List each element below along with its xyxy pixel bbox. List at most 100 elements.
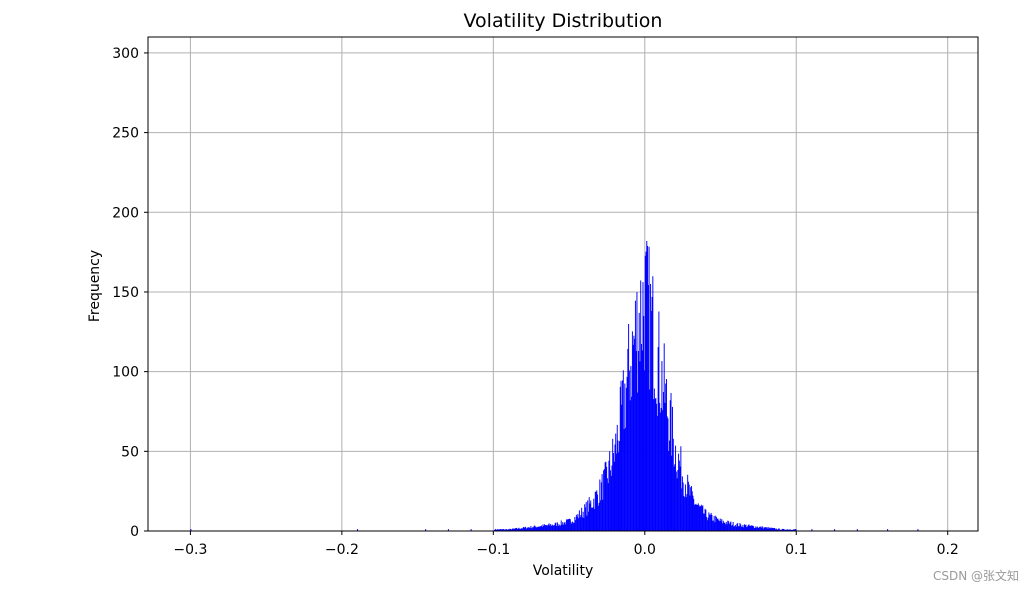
histogram-bar <box>612 453 614 531</box>
histogram-bar <box>597 505 599 531</box>
histogram-bar <box>638 312 640 531</box>
histogram-bar <box>544 525 546 531</box>
histogram-bar <box>646 240 648 531</box>
histogram-bar <box>557 525 559 531</box>
histogram-bar <box>650 310 652 531</box>
histogram-bar <box>500 529 502 531</box>
histogram-bar <box>718 520 720 531</box>
histogram-bar <box>772 527 773 531</box>
histogram-bar <box>661 361 663 531</box>
histogram-bar <box>615 433 617 531</box>
histogram-bar <box>530 525 532 531</box>
histogram-bar <box>691 491 693 531</box>
histogram-bar <box>536 526 538 531</box>
histogram-bar <box>625 387 627 531</box>
histogram-bar <box>541 526 543 531</box>
histogram-bar <box>540 525 542 531</box>
histogram-bar <box>566 519 568 531</box>
histogram-bar <box>635 350 637 531</box>
histogram-bar <box>528 527 530 531</box>
histogram-bar <box>611 465 613 531</box>
histogram-bar <box>603 470 605 531</box>
histogram-bar <box>544 524 546 531</box>
histogram-bar <box>776 529 778 531</box>
histogram-bar <box>621 404 623 531</box>
histogram-bar <box>685 497 687 531</box>
histogram-bar <box>600 500 602 531</box>
histogram-bar <box>752 525 754 531</box>
histogram-bar <box>727 520 729 531</box>
histogram-bar <box>788 529 790 531</box>
histogram-bar <box>541 525 542 531</box>
histogram-bar <box>447 529 449 531</box>
histogram-bar <box>580 515 582 531</box>
histogram-bar <box>519 528 521 531</box>
histogram-bar <box>545 524 547 531</box>
histogram-bar <box>632 344 634 531</box>
histogram-bar <box>673 466 675 531</box>
y-tick-label: 200 <box>112 205 139 221</box>
histogram-bar <box>516 528 518 531</box>
histogram-bar <box>620 380 622 531</box>
histogram-bar <box>692 495 694 531</box>
histogram-bar <box>509 528 511 531</box>
histogram-bar <box>514 528 516 531</box>
histogram-bar <box>637 392 639 531</box>
histogram-bar <box>494 529 496 531</box>
histogram-bar <box>507 529 509 531</box>
histogram-bar <box>616 424 618 531</box>
histogram-bar <box>516 527 518 531</box>
histogram-bar <box>559 525 561 531</box>
histogram-bar <box>671 455 673 531</box>
histogram-bar <box>498 529 500 531</box>
chart-title: Volatility Distribution <box>464 10 663 32</box>
x-tick-label: −0.1 <box>476 542 510 558</box>
histogram-bar <box>618 452 620 531</box>
histogram-bar <box>762 528 764 531</box>
histogram-bar <box>782 528 784 531</box>
histogram-bar <box>563 524 564 531</box>
histogram-bar <box>578 518 580 531</box>
histogram-bar <box>740 524 742 531</box>
histogram-bar <box>700 506 702 531</box>
histogram-bar <box>509 528 511 531</box>
histogram-bar <box>679 466 681 531</box>
histogram-bar <box>780 529 782 531</box>
histogram-bar <box>787 529 789 531</box>
histogram-bar <box>658 311 660 531</box>
histogram-bar <box>684 484 686 531</box>
histogram-bar <box>664 402 666 531</box>
histogram-bar <box>502 529 504 531</box>
histogram-bar <box>747 525 749 531</box>
histogram-bar <box>754 528 756 531</box>
histogram-bar <box>759 526 761 531</box>
histogram-bar <box>575 514 577 531</box>
histogram-bar <box>511 529 513 531</box>
histogram-bar <box>665 379 667 531</box>
histogram-bar <box>737 526 739 531</box>
histogram-bar <box>659 402 661 531</box>
histogram-bar <box>681 488 683 531</box>
histogram-bar <box>529 527 531 531</box>
histogram-bar <box>512 528 514 531</box>
histogram-bar <box>784 529 786 531</box>
histogram-bar <box>660 408 662 531</box>
histogram-bar <box>771 527 773 531</box>
histogram-bar <box>531 528 533 531</box>
histogram-bar <box>786 529 788 531</box>
histogram-bar <box>556 522 558 531</box>
histogram-bar <box>709 514 711 531</box>
histogram-bar <box>584 507 586 531</box>
histogram-bar <box>678 460 680 531</box>
histogram-bar <box>641 343 642 531</box>
x-tick-label: 0.0 <box>634 542 656 558</box>
histogram-bar <box>763 527 765 531</box>
histogram-bar <box>587 511 589 531</box>
histogram-bar <box>774 528 776 531</box>
histogram-bar <box>569 519 571 531</box>
histogram-bars <box>190 240 919 532</box>
histogram-bar <box>593 498 595 531</box>
histogram-bar <box>535 527 537 531</box>
histogram-bar <box>757 527 759 531</box>
